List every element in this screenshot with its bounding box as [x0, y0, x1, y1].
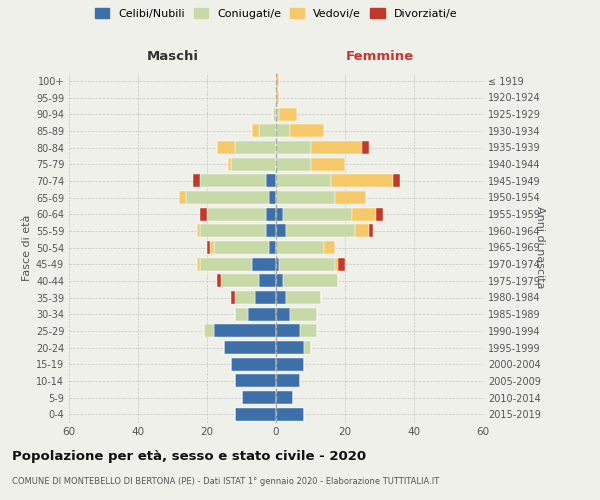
Bar	[276, 208, 283, 220]
Text: Popolazione per età, sesso e stato civile - 2020: Popolazione per età, sesso e stato civil…	[12, 450, 366, 463]
Bar	[335, 191, 366, 204]
Bar	[197, 224, 200, 237]
Bar	[187, 191, 269, 204]
Bar	[266, 174, 276, 188]
Bar	[276, 324, 300, 338]
Bar	[211, 241, 214, 254]
Bar	[179, 191, 187, 204]
Bar	[276, 174, 331, 188]
Bar	[200, 208, 207, 220]
Bar	[276, 258, 280, 270]
Bar	[276, 108, 280, 120]
Bar	[276, 274, 283, 287]
Y-axis label: Anni di nascita: Anni di nascita	[535, 206, 545, 288]
Bar	[203, 324, 214, 338]
Bar	[335, 258, 338, 270]
Bar	[300, 324, 317, 338]
Bar	[276, 358, 304, 370]
Bar	[228, 158, 231, 170]
Bar	[276, 124, 290, 138]
Bar	[276, 241, 325, 254]
Bar	[266, 224, 276, 237]
Bar	[276, 341, 304, 354]
Bar	[286, 224, 355, 237]
Bar	[200, 224, 266, 237]
Bar	[276, 191, 335, 204]
Bar	[276, 308, 290, 320]
Bar	[276, 408, 304, 420]
Bar	[200, 174, 266, 188]
Bar	[256, 291, 276, 304]
Bar	[248, 308, 276, 320]
Bar	[235, 408, 276, 420]
Bar	[207, 208, 266, 220]
Text: Maschi: Maschi	[146, 50, 199, 62]
Bar	[259, 124, 276, 138]
Bar	[276, 391, 293, 404]
Bar	[214, 324, 276, 338]
Bar	[276, 158, 311, 170]
Bar	[200, 258, 252, 270]
Bar	[276, 224, 286, 237]
Bar	[252, 258, 276, 270]
Bar	[331, 174, 394, 188]
Bar	[217, 274, 221, 287]
Bar	[394, 174, 400, 188]
Bar	[221, 274, 259, 287]
Y-axis label: Fasce di età: Fasce di età	[22, 214, 32, 280]
Legend: Celibi/Nubili, Coniugati/e, Vedovi/e, Divorziati/e: Celibi/Nubili, Coniugati/e, Vedovi/e, Di…	[93, 6, 459, 21]
Bar	[193, 174, 200, 188]
Bar	[235, 374, 276, 388]
Bar	[376, 208, 383, 220]
Bar	[269, 191, 276, 204]
Bar	[286, 291, 321, 304]
Bar	[352, 208, 376, 220]
Bar	[231, 358, 276, 370]
Bar	[362, 141, 369, 154]
Bar	[283, 208, 352, 220]
Bar	[276, 91, 280, 104]
Bar	[290, 308, 317, 320]
Bar	[214, 241, 269, 254]
Bar	[235, 308, 248, 320]
Bar	[355, 224, 369, 237]
Bar	[290, 124, 325, 138]
Bar	[311, 141, 362, 154]
Bar	[311, 158, 345, 170]
Text: Femmine: Femmine	[346, 50, 413, 62]
Bar	[283, 274, 338, 287]
Bar	[259, 274, 276, 287]
Bar	[338, 258, 345, 270]
Bar	[224, 341, 276, 354]
Bar	[325, 241, 335, 254]
Bar	[197, 258, 200, 270]
Bar	[231, 291, 235, 304]
Bar	[369, 224, 373, 237]
Bar	[207, 241, 211, 254]
Bar	[276, 141, 311, 154]
Bar	[280, 108, 296, 120]
Bar	[235, 291, 256, 304]
Bar	[241, 391, 276, 404]
Bar	[304, 341, 311, 354]
Bar	[217, 141, 235, 154]
Bar	[272, 108, 276, 120]
Bar	[276, 374, 300, 388]
Bar	[266, 208, 276, 220]
Bar	[269, 241, 276, 254]
Bar	[235, 141, 276, 154]
Bar	[231, 158, 276, 170]
Bar	[252, 124, 259, 138]
Bar	[280, 258, 335, 270]
Bar	[276, 291, 286, 304]
Text: COMUNE DI MONTEBELLO DI BERTONA (PE) - Dati ISTAT 1° gennaio 2020 - Elaborazione: COMUNE DI MONTEBELLO DI BERTONA (PE) - D…	[12, 478, 439, 486]
Bar	[276, 74, 280, 88]
